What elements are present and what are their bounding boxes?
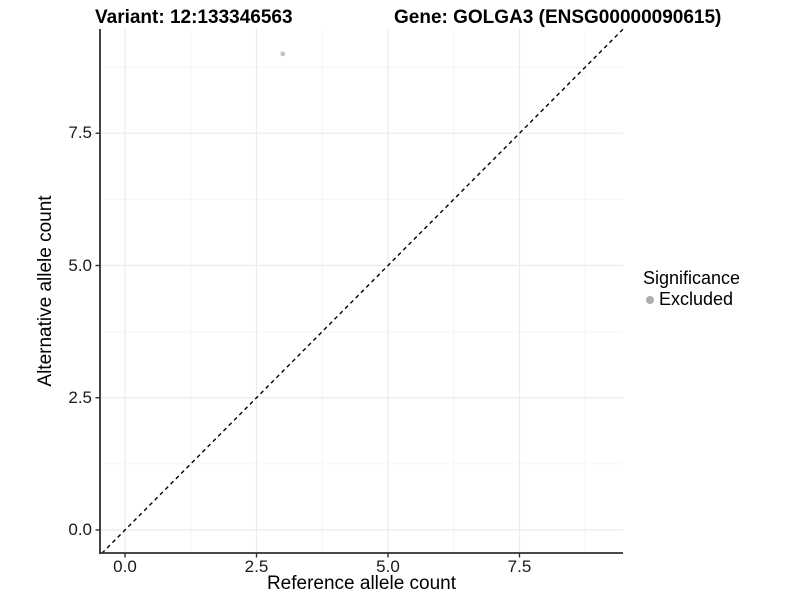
y-axis-tick-2.5: 2.5 (68, 387, 92, 407)
legend-entry-label: Excluded (659, 289, 734, 309)
legend: Significance Excluded (641, 268, 740, 310)
legend-point-icon (646, 295, 654, 304)
y-axis-title: Alternative allele count (35, 195, 56, 387)
x-axis-tick-7.5: 7.5 (507, 557, 532, 576)
plot-title-variant: Variant: 12:133346563 (95, 7, 293, 28)
y-axis-tick-7.5: 7.5 (68, 123, 92, 143)
identity-reference-line (101, 28, 624, 554)
x-axis-tick-5.0: 5.0 (376, 557, 400, 576)
x-axis-tick-2.5: 2.5 (244, 557, 269, 576)
y-axis-tick-5.0: 5.0 (68, 255, 92, 275)
x-axis-title: Reference allele count (266, 573, 457, 594)
data-point-3-9 (280, 51, 286, 57)
legend-title: Significance (643, 268, 741, 288)
legend-entry-excluded: Excluded (641, 289, 740, 310)
plot-title-gene: Gene: GOLGA3 (ENSG00000090615) (394, 7, 722, 28)
x-axis-tick-0.0: 0.0 (113, 557, 137, 576)
y-axis-tick-0.0: 0.0 (68, 520, 92, 539)
